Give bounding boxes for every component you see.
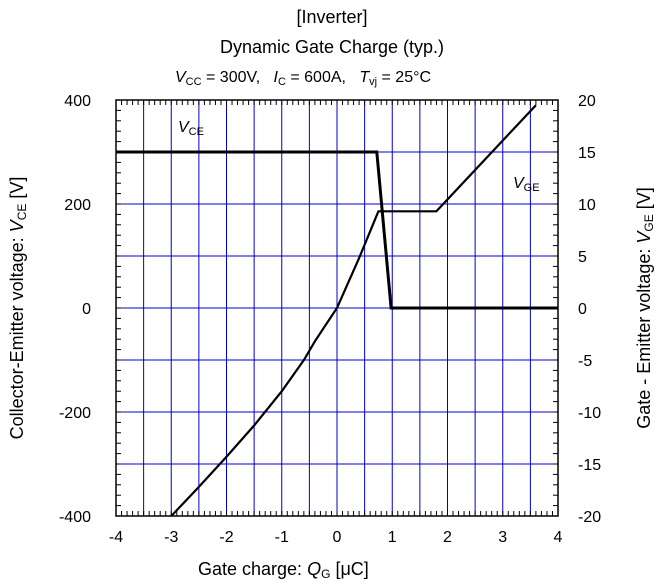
- y-right-tick-label: 20: [578, 93, 596, 110]
- y-left-tick-label: 0: [82, 301, 91, 318]
- y-left-tick-label: 200: [64, 197, 91, 214]
- series-label-vce: VCE: [178, 119, 204, 138]
- x-tick-label: 1: [388, 529, 397, 546]
- x-tick-label: -3: [164, 529, 178, 546]
- x-tick-label: -4: [109, 529, 123, 546]
- x-tick-label: 2: [443, 529, 452, 546]
- series-line-vge: [170, 104, 537, 517]
- chart-title-line-2: Dynamic Gate Charge (typ.): [219, 37, 445, 57]
- x-axis-title: Gate charge: QG [μC]: [198, 559, 369, 581]
- x-tick-label: -2: [219, 529, 233, 546]
- test-conditions: VCC = 300V, IC = 600A, Tvj = 25°C: [175, 69, 432, 88]
- y-right-tick-label: 5: [578, 249, 587, 266]
- chart-title-line-1: [Inverter]: [296, 7, 368, 27]
- y-left-tick-label: -400: [59, 509, 91, 526]
- x-tick-label: -1: [275, 529, 289, 546]
- y-axis-title-right: Gate - Emitter voltage: VGE [V]: [634, 187, 656, 429]
- x-tick-label: 3: [498, 529, 507, 546]
- y-right-tick-label: -15: [578, 457, 601, 474]
- series-label-vge: VGE: [513, 175, 540, 194]
- y-axis-title-left: Collector-Emitter voltage: VCE [V]: [7, 176, 29, 440]
- y-left-tick-label: -200: [59, 405, 91, 422]
- x-tick-label: 4: [554, 529, 563, 546]
- y-right-tick-label: 15: [578, 145, 596, 162]
- y-left-tick-label: 400: [64, 93, 91, 110]
- x-tick-label: 0: [333, 529, 342, 546]
- series-line-vce: [116, 150, 558, 310]
- y-right-tick-label: 10: [578, 197, 596, 214]
- y-right-tick-label: -5: [578, 353, 592, 370]
- y-right-tick-label: -10: [578, 405, 601, 422]
- y-right-tick-label: 0: [578, 301, 587, 318]
- y-right-tick-label: -20: [578, 509, 601, 526]
